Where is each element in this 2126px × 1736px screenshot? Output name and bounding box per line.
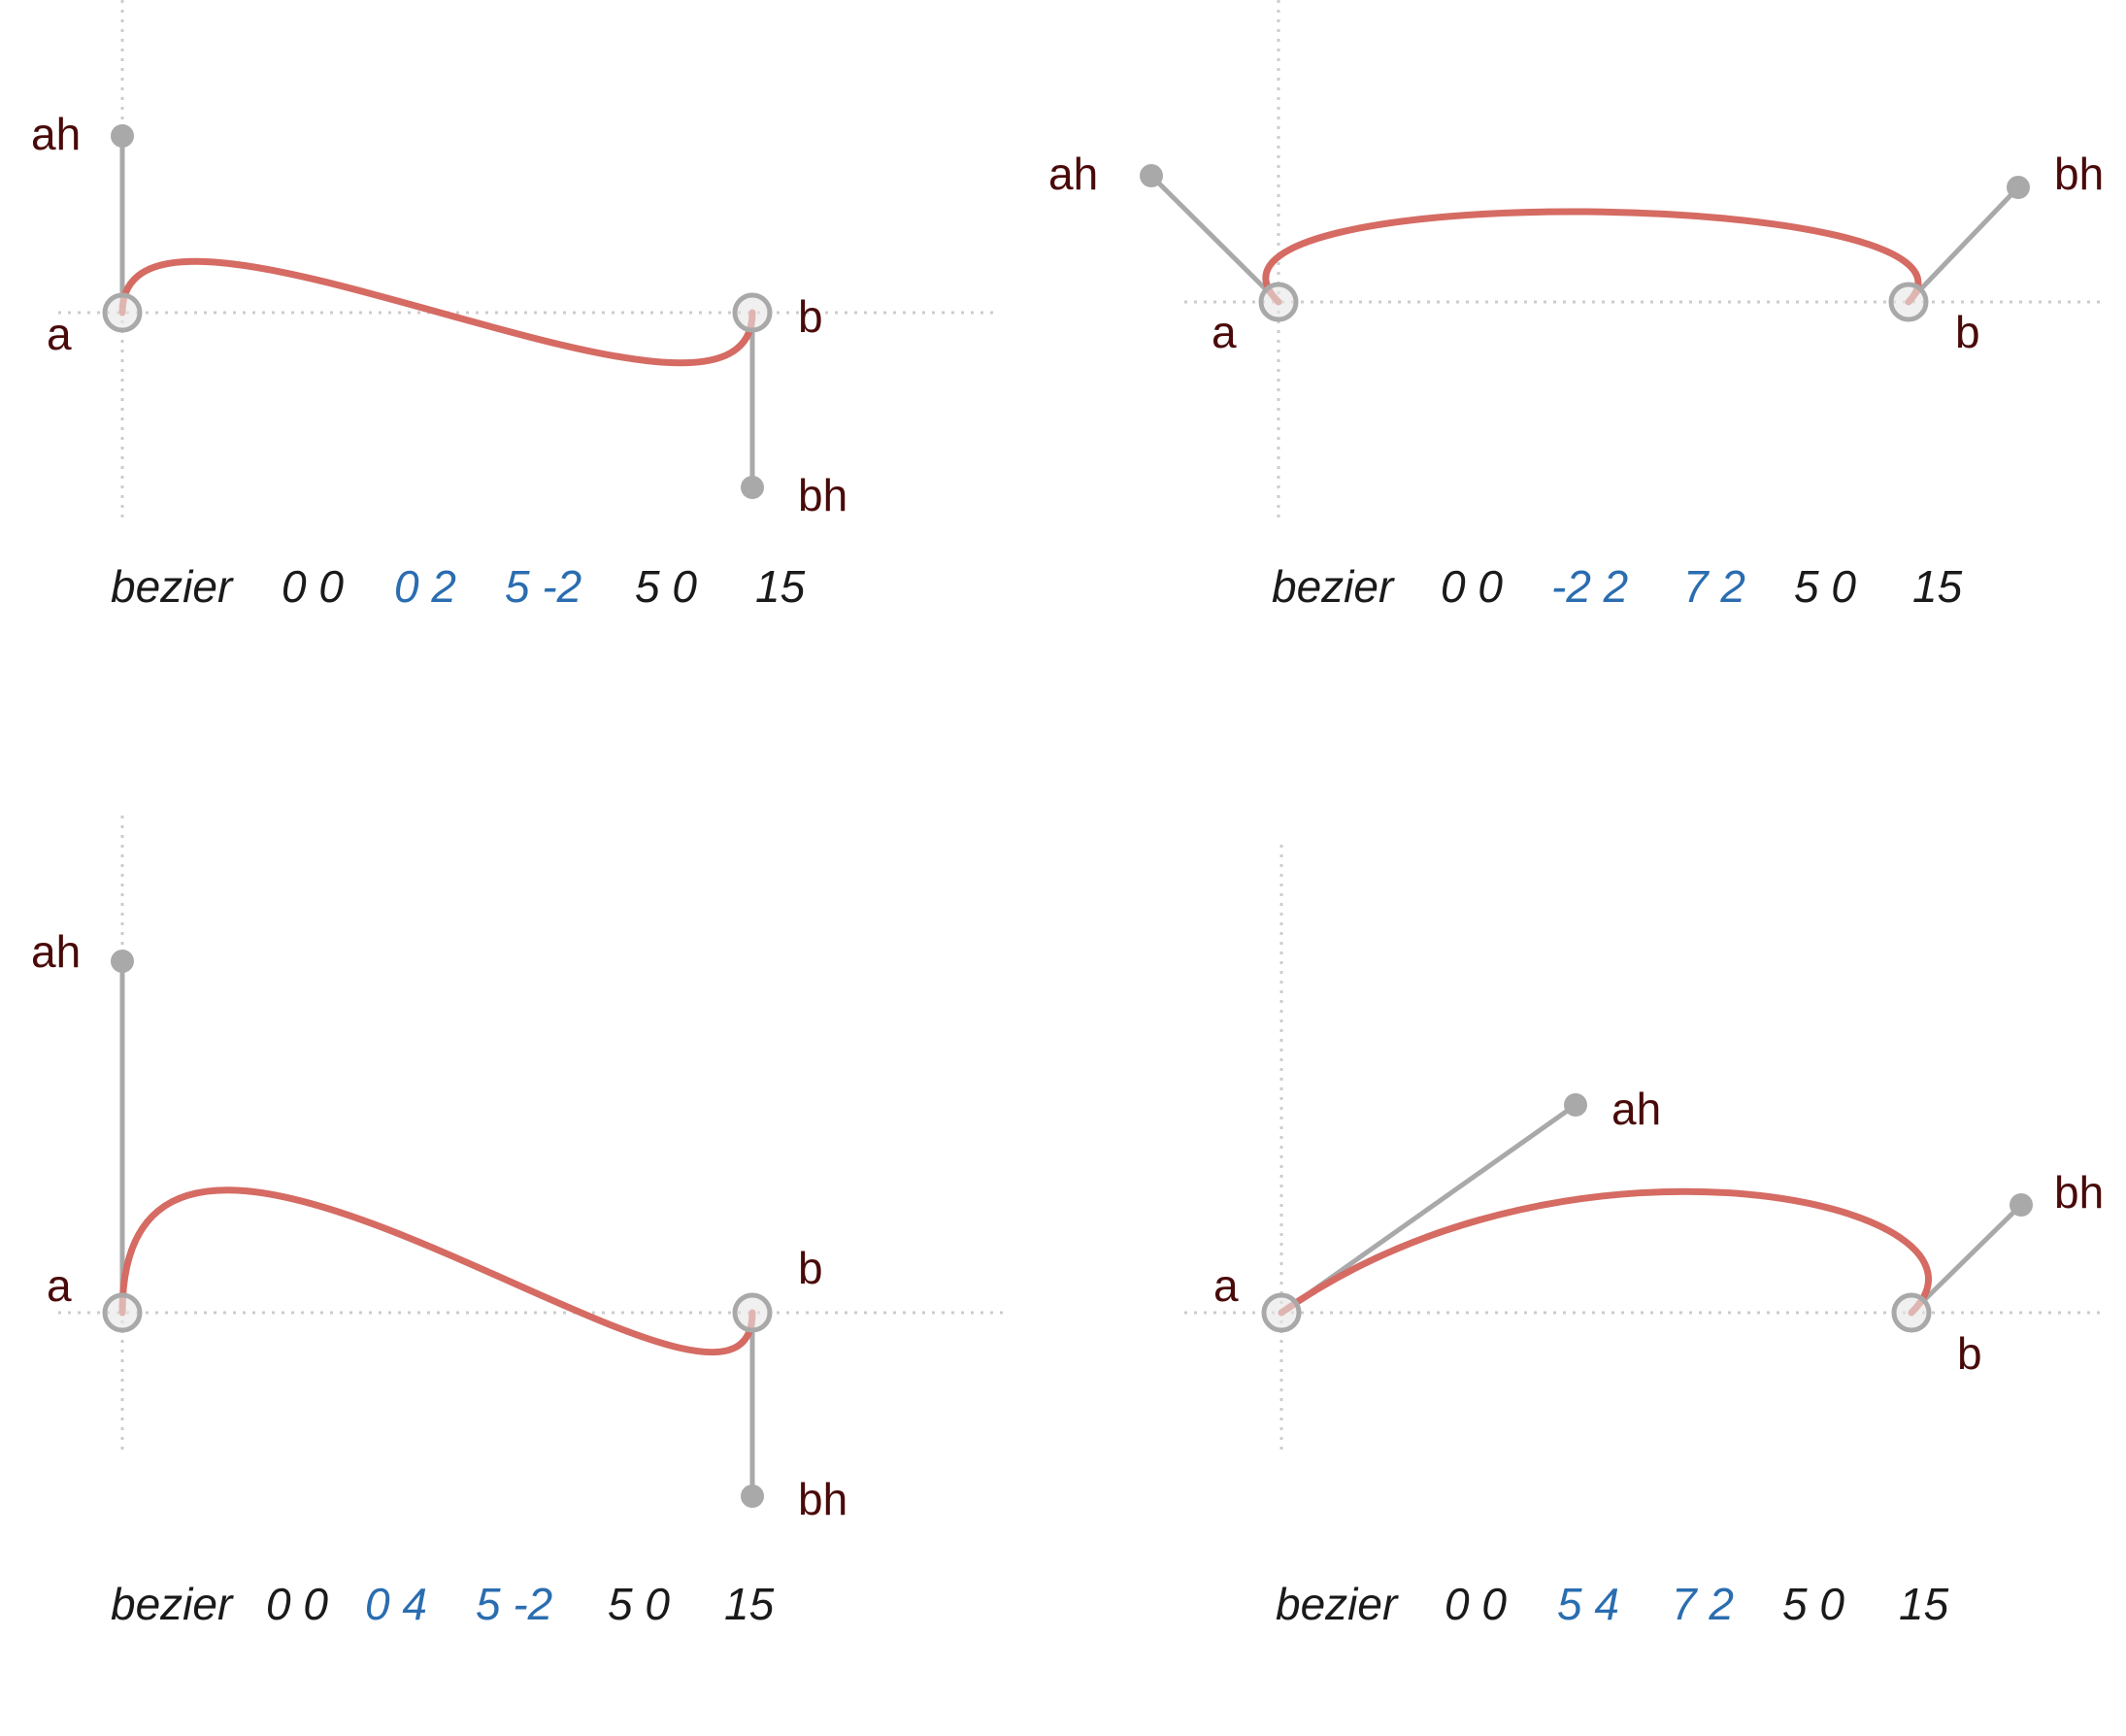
anchor-a <box>1261 1292 1302 1333</box>
caption-end: 5 0 <box>635 561 697 612</box>
handle-point-bh <box>741 1485 764 1508</box>
anchor-b <box>1891 1292 1932 1333</box>
caption-start: 0 0 <box>266 1579 328 1629</box>
caption-handle-b: 7 2 <box>1672 1579 1734 1629</box>
caption-end: 5 0 <box>608 1579 670 1629</box>
caption-keyword: bezier <box>1272 561 1395 612</box>
anchor-b <box>732 292 773 333</box>
handle-point-ah <box>111 950 134 973</box>
anchor-a <box>102 292 143 333</box>
handle-line-b <box>1910 1203 2023 1315</box>
label-bh: bh <box>798 1474 847 1524</box>
handle-point-bh <box>741 476 764 499</box>
caption-start: 0 0 <box>1445 1579 1507 1629</box>
handle-line-a <box>1149 174 1280 304</box>
panel-4: ah a b bh bezier 0 0 5 4 7 2 5 0 15 <box>1184 845 2107 1629</box>
label-ah: ah <box>31 926 81 977</box>
label-a: a <box>47 1260 72 1311</box>
caption-end: 5 0 <box>1794 561 1856 612</box>
caption-steps: 15 <box>755 561 806 612</box>
label-bh: bh <box>798 470 847 520</box>
label-a: a <box>47 309 72 359</box>
label-b: b <box>1955 307 1980 357</box>
label-b: b <box>1957 1328 1982 1379</box>
caption-keyword: bezier <box>1276 1579 1399 1629</box>
handle-line-b <box>1907 185 2020 304</box>
caption-handle-b: 5 -2 <box>476 1579 552 1629</box>
panel-1: ah a b bh bezier 0 0 0 2 5 -2 5 0 15 <box>31 0 1000 612</box>
bezier-curve <box>118 257 756 367</box>
bezier-curve <box>1262 208 1922 306</box>
label-ah: ah <box>31 109 81 159</box>
handle-point-ah <box>1564 1093 1587 1117</box>
caption-handle-a: -2 2 <box>1551 561 1628 612</box>
caption-steps: 15 <box>724 1579 775 1629</box>
caption-keyword: bezier <box>111 1579 234 1629</box>
label-bh: bh <box>2054 1167 2104 1218</box>
handle-point-ah <box>111 124 134 148</box>
anchor-a <box>1258 282 1299 322</box>
panel-3: ah a b bh bezier 0 0 0 4 5 -2 5 0 15 <box>31 816 1005 1629</box>
caption-end: 5 0 <box>1782 1579 1844 1629</box>
caption: bezier 0 0 0 2 5 -2 5 0 15 <box>111 561 806 612</box>
caption-keyword: bezier <box>111 561 234 612</box>
handle-point-ah <box>1140 164 1163 187</box>
caption-handle-a: 0 4 <box>365 1579 427 1629</box>
label-ah: ah <box>1611 1084 1661 1134</box>
bezier-curve <box>1278 1187 1932 1317</box>
label-ah: ah <box>1048 149 1098 199</box>
anchor-b <box>732 1292 773 1333</box>
caption-handle-a: 5 4 <box>1557 1579 1619 1629</box>
caption-start: 0 0 <box>282 561 344 612</box>
label-b: b <box>798 291 823 342</box>
caption-handle-b: 5 -2 <box>505 561 581 612</box>
label-a: a <box>1213 1260 1239 1311</box>
anchor-a <box>102 1292 143 1333</box>
caption-handle-a: 0 2 <box>394 561 456 612</box>
handle-point-bh <box>2007 176 2030 199</box>
caption-handle-b: 7 2 <box>1683 561 1745 612</box>
caption: bezier 0 0 5 4 7 2 5 0 15 <box>1276 1579 1949 1629</box>
handle-point-bh <box>2010 1193 2033 1217</box>
caption-steps: 15 <box>1912 561 1963 612</box>
caption-start: 0 0 <box>1441 561 1503 612</box>
panel-2: ah a b bh bezier 0 0 -2 2 7 2 5 0 15 <box>1048 0 2107 612</box>
caption: bezier 0 0 0 4 5 -2 5 0 15 <box>111 1579 775 1629</box>
anchor-b <box>1888 282 1929 322</box>
label-a: a <box>1212 307 1237 357</box>
label-bh: bh <box>2054 149 2104 199</box>
caption-steps: 15 <box>1899 1579 1949 1629</box>
bezier-curve <box>118 1186 756 1356</box>
label-b: b <box>798 1243 823 1293</box>
caption: bezier 0 0 -2 2 7 2 5 0 15 <box>1272 561 1963 612</box>
